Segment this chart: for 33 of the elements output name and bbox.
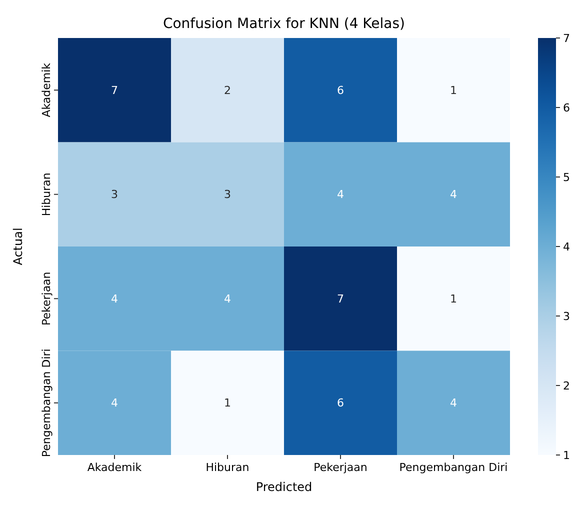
x-axis-title: Predicted (256, 480, 312, 494)
data-label: 4 (450, 396, 457, 410)
color-bar-label: 7 (563, 32, 570, 45)
data-label: 7 (111, 84, 118, 97)
color-bar-label: 6 (563, 101, 570, 114)
y-tick-label: Hiburan (40, 172, 53, 216)
y-axis-title: Actual (11, 228, 25, 266)
data-label: 4 (224, 292, 231, 306)
data-label: 3 (111, 188, 118, 202)
y-tick-label: Akademik (40, 62, 53, 118)
x-tick-label: Hiburan (206, 461, 250, 474)
color-bar-label: 4 (563, 240, 570, 254)
data-label: 1 (450, 84, 457, 97)
color-bar-label: 2 (563, 379, 570, 392)
color-bar-label: 3 (563, 310, 570, 323)
data-label: 1 (224, 396, 231, 410)
data-label: 4 (337, 188, 344, 202)
data-label: 4 (450, 188, 457, 202)
y-tick-label: Pekerjaan (40, 272, 53, 326)
x-tick-label: Pekerjaan (314, 461, 368, 474)
x-tick-label: Pengembangan Diri (399, 461, 508, 474)
x-tick-label: Akademik (87, 461, 142, 474)
chart-title: Confusion Matrix for KNN (4 Kelas) (162, 16, 406, 32)
color-bar-label: 5 (563, 170, 570, 184)
data-label: 2 (224, 84, 231, 97)
data-label: 6 (337, 396, 344, 410)
data-label: 1 (450, 292, 457, 306)
data-label: 6 (337, 84, 344, 97)
color-bar-label: 1 (563, 448, 570, 462)
data-label: 4 (111, 292, 118, 306)
data-label: 3 (224, 188, 231, 202)
data-label: 7 (337, 292, 344, 306)
data-label: 4 (111, 396, 118, 410)
